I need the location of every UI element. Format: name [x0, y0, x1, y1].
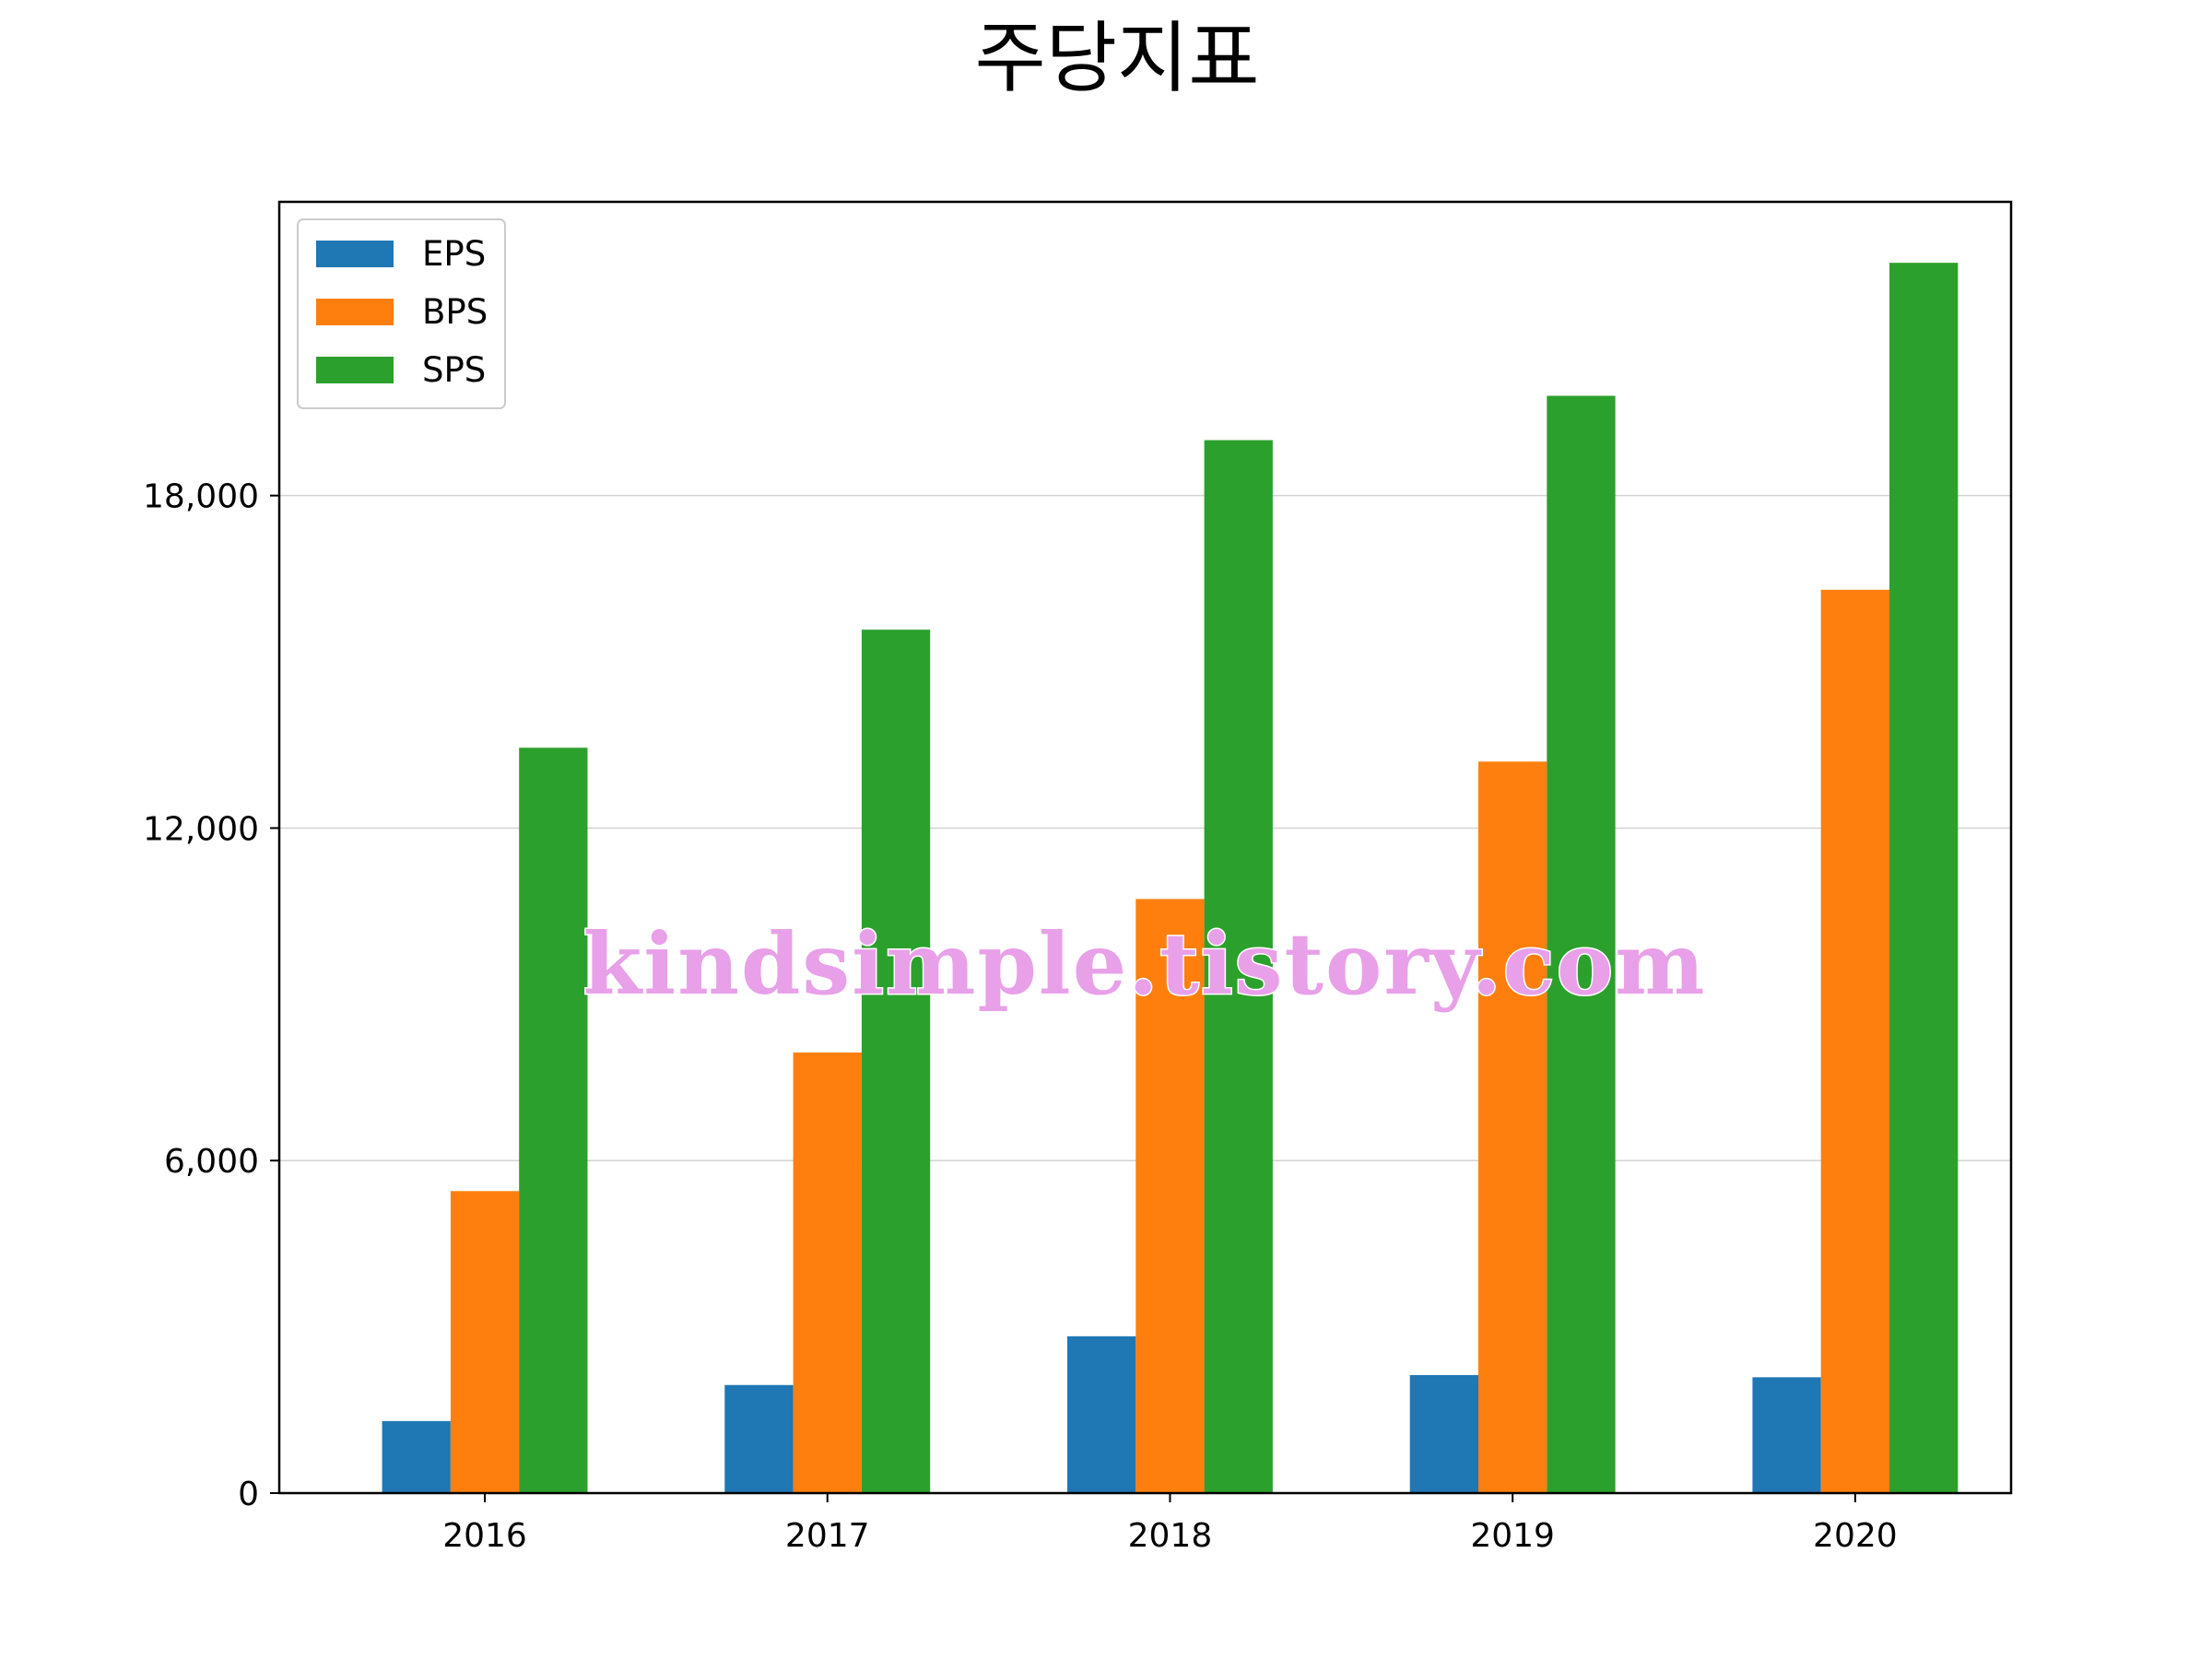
watermark: kindsimple.tistory.com: [582, 914, 1706, 1014]
legend: EPS BPS SPS: [297, 218, 506, 409]
x-tick-label: 2020: [1813, 1517, 1898, 1555]
axes: 2016 2017 2018 2019 2020 0 6,000 12,000 18,000: [143, 478, 1898, 1555]
bar-bps-2017: [793, 1052, 862, 1493]
legend-swatch-sps: [316, 357, 394, 383]
y-tick-label: 6,000: [164, 1143, 259, 1181]
x-tick-label: 2017: [785, 1517, 870, 1555]
bar-bps-2020: [1820, 589, 1890, 1493]
bar-eps-2020: [1752, 1377, 1821, 1493]
y-tick-label: 18,000: [143, 478, 259, 516]
y-tick-label: 0: [238, 1476, 259, 1513]
bar-sps-2020: [1889, 263, 1959, 1494]
series-bps: [450, 589, 1890, 1493]
series-eps: [382, 1335, 1821, 1493]
series-sps: [519, 263, 1959, 1494]
bar-bps-2016: [450, 1191, 520, 1493]
bar-eps-2019: [1409, 1374, 1479, 1493]
bar-sps-2019: [1547, 395, 1616, 1493]
legend-swatch-eps: [316, 241, 394, 267]
x-tick-label: 2019: [1470, 1517, 1555, 1555]
bar-sps-2016: [519, 747, 588, 1493]
x-tick-label: 2018: [1128, 1517, 1213, 1555]
bar-bps-2019: [1478, 761, 1547, 1493]
legend-swatch-bps: [316, 299, 394, 325]
bar-eps-2016: [382, 1420, 451, 1493]
bar-sps-2018: [1204, 440, 1273, 1493]
legend-label-sps: SPS: [422, 350, 486, 390]
bars: [382, 263, 1959, 1494]
bar-sps-2017: [861, 629, 931, 1493]
bar-eps-2018: [1066, 1335, 1136, 1493]
x-tick-label: 2016: [442, 1517, 527, 1555]
chart-title: 주당지표: [974, 13, 1259, 103]
y-tick-label: 12,000: [143, 810, 259, 848]
legend-label-bps: BPS: [422, 292, 488, 332]
bar-bps-2018: [1135, 899, 1205, 1493]
legend-label-eps: EPS: [422, 234, 486, 274]
bar-eps-2017: [724, 1384, 794, 1493]
plot-frame: [277, 200, 2013, 1495]
